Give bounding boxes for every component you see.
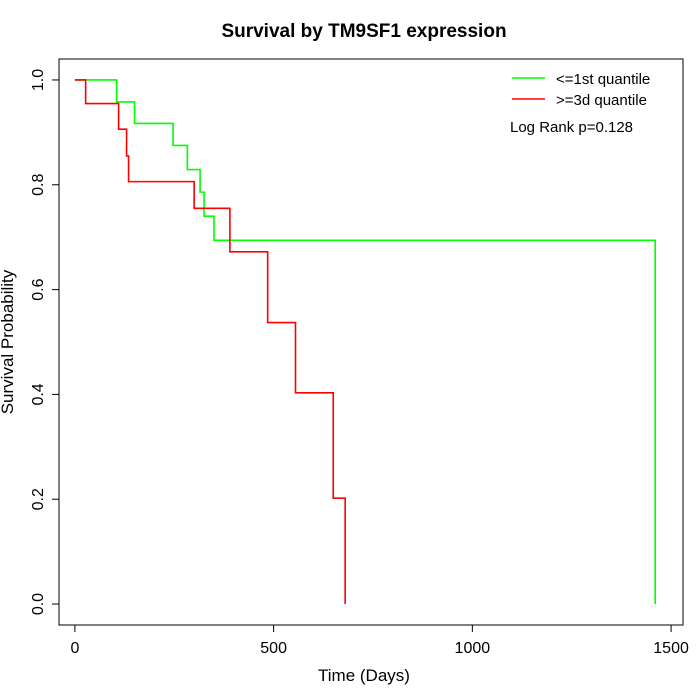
y-tick-label: 0.6 [30, 278, 47, 300]
survival-curve-high [74, 79, 346, 605]
legend-label-high: >=3d quantile [556, 92, 647, 109]
chart-title: Survival by TM9SF1 expression [221, 21, 506, 42]
y-axis: 0.0 0.2 0.4 0.6 0.8 1.0 [30, 69, 60, 615]
y-tick-label: 1.0 [30, 69, 47, 91]
x-tick-label: 1000 [455, 640, 491, 657]
x-axis: 0 500 1000 1500 [70, 624, 689, 657]
x-tick-label: 0 [70, 640, 79, 657]
x-tick-label: 500 [260, 640, 287, 657]
survival-curve-low [74, 79, 656, 605]
x-axis-label: Time (Days) [318, 666, 410, 685]
log-rank-annotation: Log Rank p=0.128 [510, 119, 633, 136]
y-tick-label: 0.2 [30, 488, 47, 510]
series-layer [74, 79, 656, 605]
y-axis-label: Survival Probability [0, 269, 17, 414]
plot-frame [58, 58, 684, 626]
x-tick-label: 1500 [653, 640, 689, 657]
legend: <=1st quantile >=3d quantile [512, 71, 650, 109]
y-tick-label: 0.0 [30, 593, 47, 615]
y-tick-label: 0.4 [30, 383, 47, 405]
legend-label-low: <=1st quantile [556, 71, 650, 88]
y-tick-label: 0.8 [30, 174, 47, 196]
